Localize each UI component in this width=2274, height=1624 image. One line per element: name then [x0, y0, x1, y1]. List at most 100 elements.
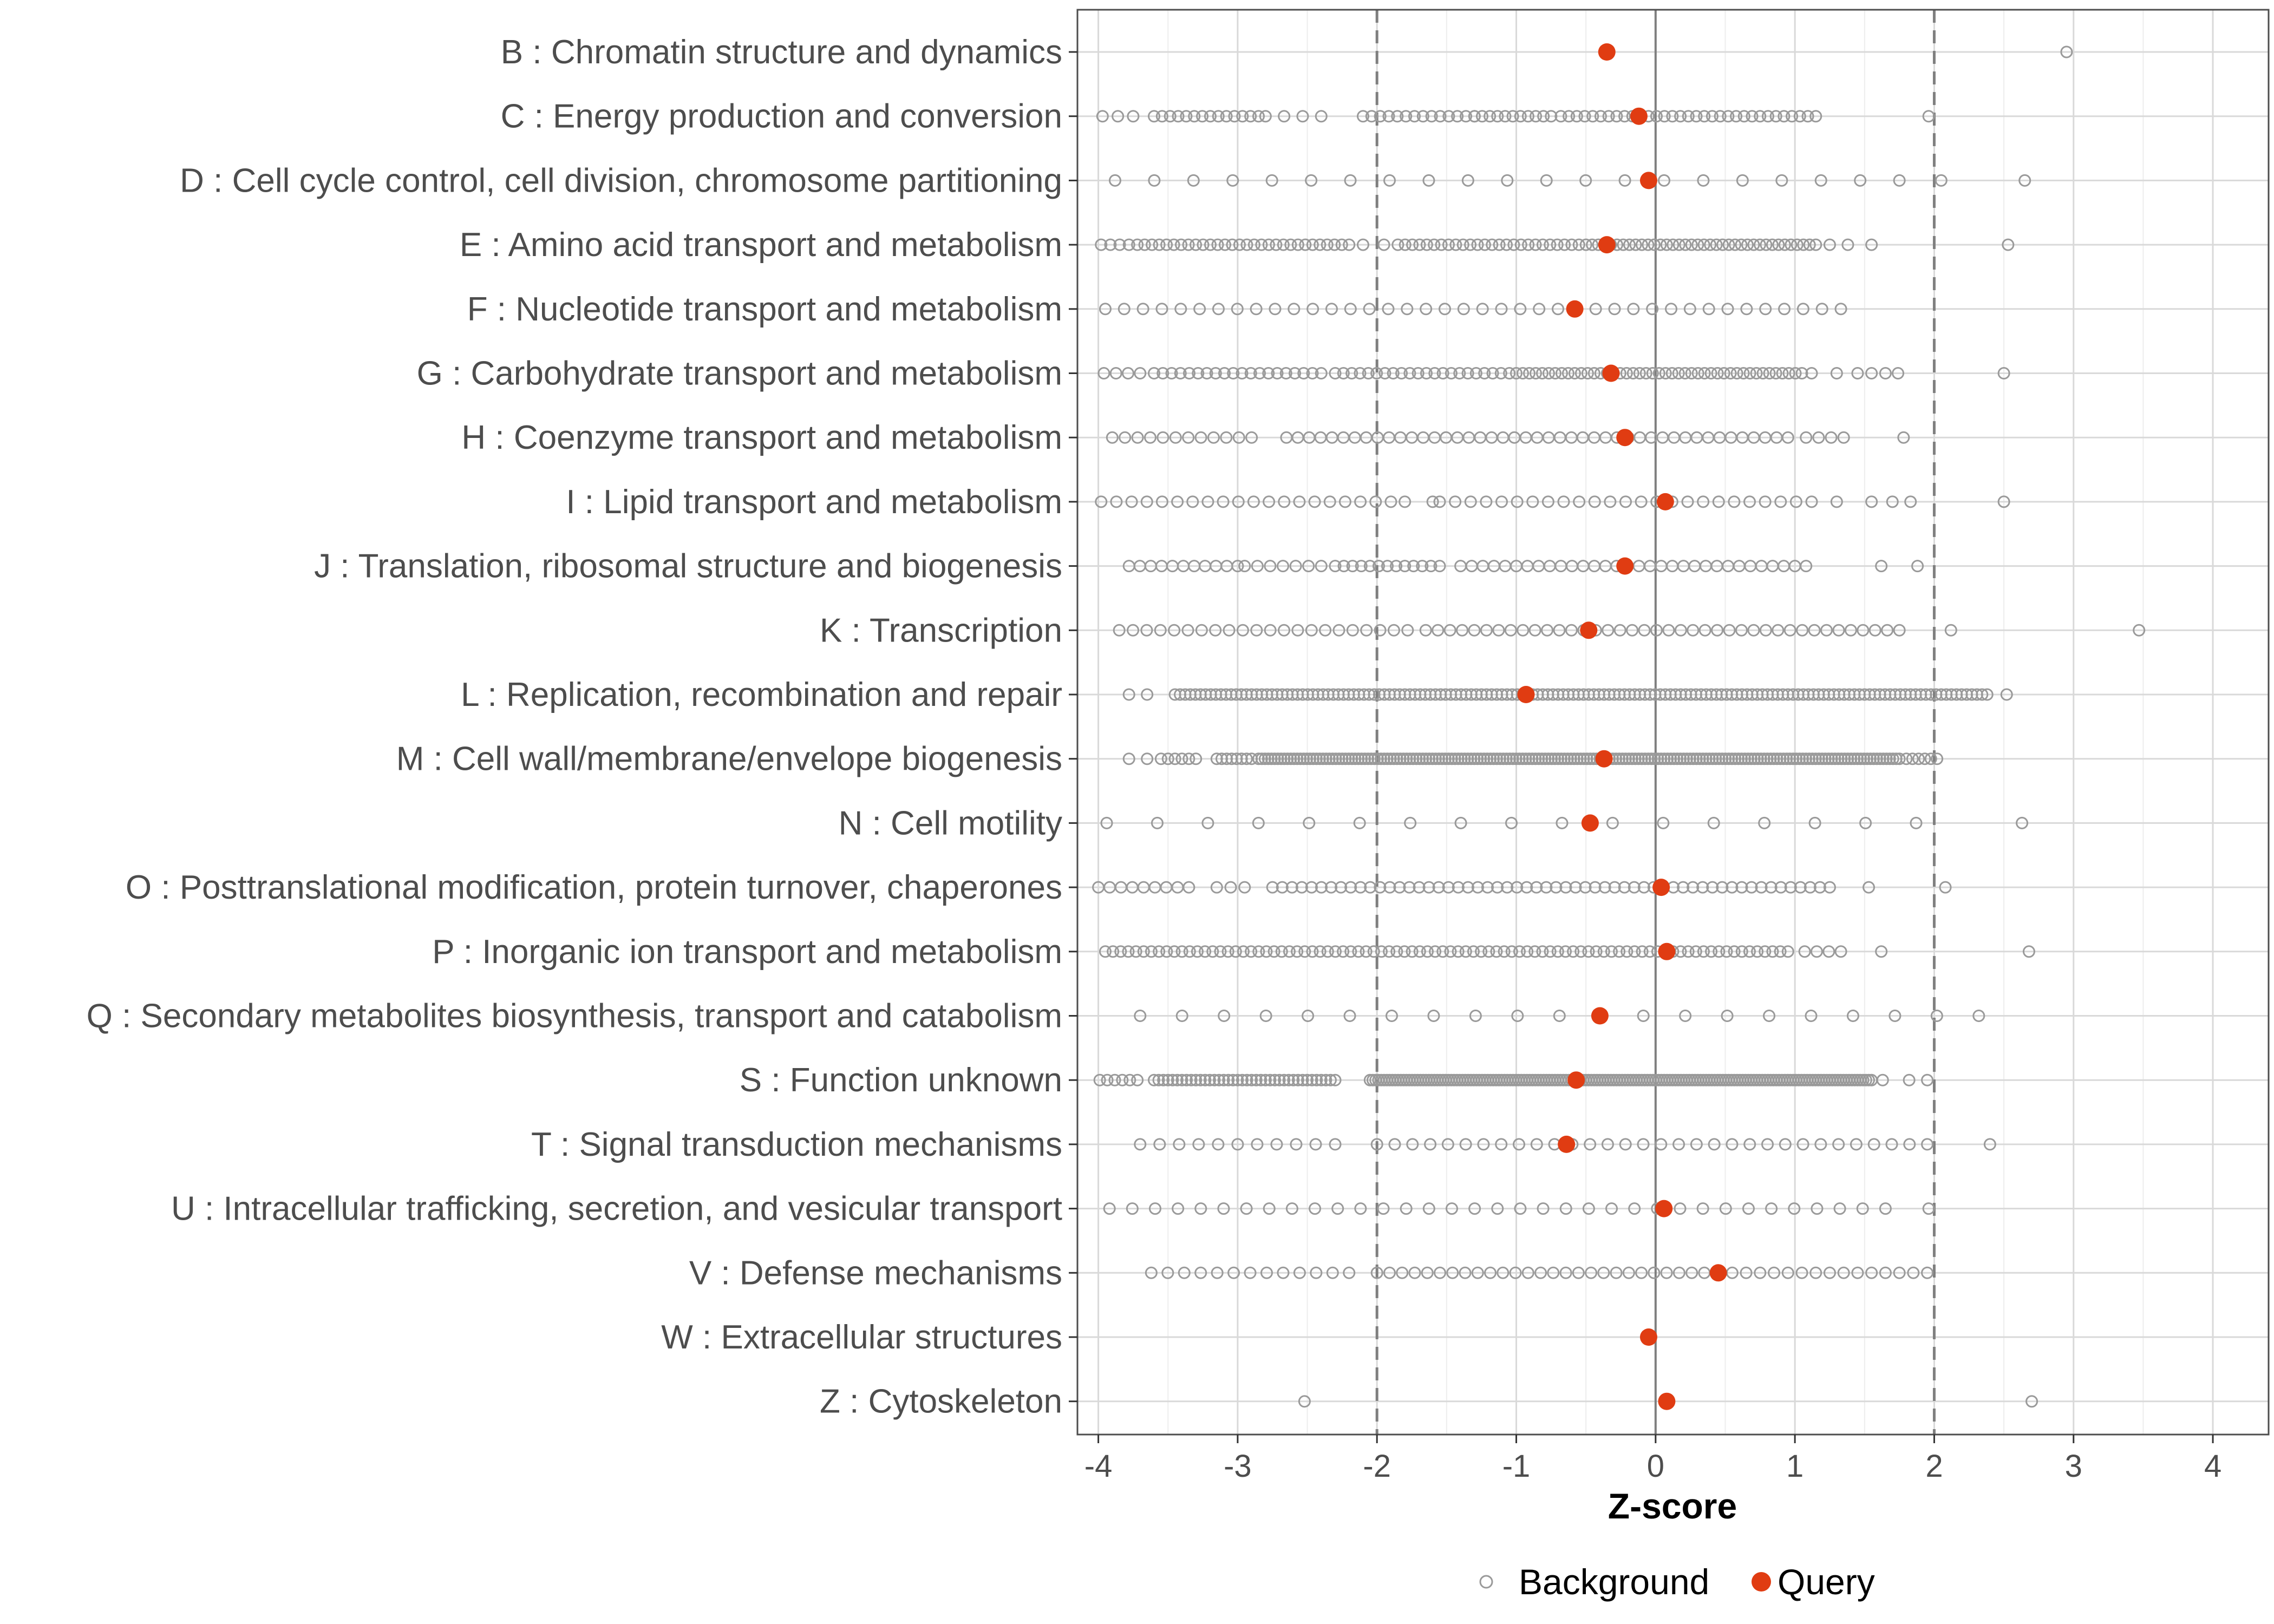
background-point — [1262, 238, 1275, 251]
background-point — [1808, 624, 1821, 637]
background-point — [1364, 881, 1377, 894]
background-point — [1306, 367, 1319, 379]
background-point — [1319, 624, 1332, 637]
background-point — [1306, 238, 1319, 251]
background-point — [1912, 752, 1925, 765]
background-point — [1813, 881, 1826, 894]
background-point — [1627, 303, 1640, 316]
background-point — [1541, 624, 1554, 637]
background-point — [1558, 238, 1571, 251]
background-point — [1698, 624, 1711, 637]
background-point — [1658, 110, 1671, 123]
background-point — [1277, 238, 1290, 251]
query-points — [1517, 43, 1727, 1410]
background-point — [1637, 1138, 1650, 1151]
background-point — [1384, 752, 1397, 765]
background-point — [1803, 238, 1816, 251]
background-point — [1385, 1010, 1398, 1022]
background-point — [1452, 752, 1465, 765]
background-point — [1685, 367, 1698, 379]
background-point — [1598, 881, 1611, 894]
background-point — [1101, 1073, 1114, 1086]
background-point — [1401, 303, 1414, 316]
category-label: B : Chromatin structure and dynamics — [501, 34, 1062, 71]
background-point — [1690, 1138, 1703, 1151]
background-point — [1457, 303, 1470, 316]
category-label: M : Cell wall/membrane/envelope biogenes… — [396, 741, 1062, 778]
background-point — [1240, 1073, 1253, 1086]
background-point — [1383, 174, 1396, 187]
background-point — [1516, 752, 1529, 765]
background-point — [1203, 1073, 1216, 1086]
background-point — [1335, 881, 1348, 894]
background-point — [1646, 367, 1659, 379]
background-point — [1453, 367, 1466, 379]
background-point — [1178, 1266, 1191, 1279]
background-point — [1399, 238, 1412, 251]
background-point — [1433, 560, 1446, 573]
background-point — [1782, 367, 1795, 379]
background-point — [1582, 1202, 1595, 1215]
background-point — [1310, 752, 1323, 765]
background-point — [1729, 238, 1742, 251]
background-point — [1820, 624, 1833, 637]
background-point — [1610, 110, 1623, 123]
background-point — [1589, 303, 1602, 316]
background-point — [1323, 495, 1336, 508]
category-label: N : Cell motility — [839, 804, 1062, 842]
background-point — [1809, 238, 1822, 251]
background-point — [1441, 1138, 1454, 1151]
background-point — [1775, 174, 1788, 187]
background-point — [1635, 752, 1648, 765]
background-point — [1400, 1202, 1413, 1215]
background-point — [1709, 752, 1722, 765]
background-point — [1434, 110, 1447, 123]
background-point — [1643, 945, 1656, 958]
background-point — [1321, 238, 1334, 251]
background-point — [1800, 431, 1813, 444]
background-point — [1504, 624, 1517, 637]
query-point — [1616, 429, 1634, 447]
background-point — [1211, 238, 1224, 251]
background-point — [1698, 367, 1711, 379]
background-point — [1338, 495, 1351, 508]
background-point — [1155, 110, 1168, 123]
background-point — [1832, 752, 1845, 765]
background-point — [1814, 174, 1827, 187]
background-point — [1541, 495, 1554, 508]
background-point — [1259, 1010, 1272, 1022]
x-axis-title: Z-score — [1608, 1486, 1737, 1526]
background-point — [1672, 1138, 1685, 1151]
background-point — [1218, 238, 1231, 251]
background-point — [1468, 624, 1481, 637]
background-point — [1432, 624, 1445, 637]
background-point — [1262, 752, 1275, 765]
background-point — [1314, 752, 1327, 765]
query-point — [1658, 942, 1676, 960]
background-point — [1844, 624, 1857, 637]
background-point — [1255, 752, 1268, 765]
background-point — [1375, 945, 1388, 958]
background-point — [1217, 1202, 1230, 1215]
background-point — [1383, 1266, 1396, 1279]
x-tick-label: -3 — [1224, 1449, 1252, 1484]
x-tick-label: 2 — [1925, 1449, 1943, 1484]
background-point — [1613, 624, 1626, 637]
background-point — [1776, 367, 1789, 379]
background-point — [1533, 303, 1546, 316]
background-point — [1204, 110, 1217, 123]
background-point — [1645, 752, 1658, 765]
background-point — [1400, 110, 1413, 123]
background-point — [1545, 110, 1558, 123]
background-point — [1391, 110, 1404, 123]
background-point — [1404, 816, 1417, 829]
background-point — [1174, 367, 1187, 379]
background-point — [1651, 752, 1664, 765]
background-point — [1206, 945, 1219, 958]
background-point — [1532, 752, 1545, 765]
background-point — [1304, 752, 1317, 765]
background-point — [1859, 816, 1872, 829]
category-label: C : Energy production and conversion — [501, 98, 1062, 135]
background-point — [1495, 1138, 1508, 1151]
background-point — [1321, 945, 1334, 958]
